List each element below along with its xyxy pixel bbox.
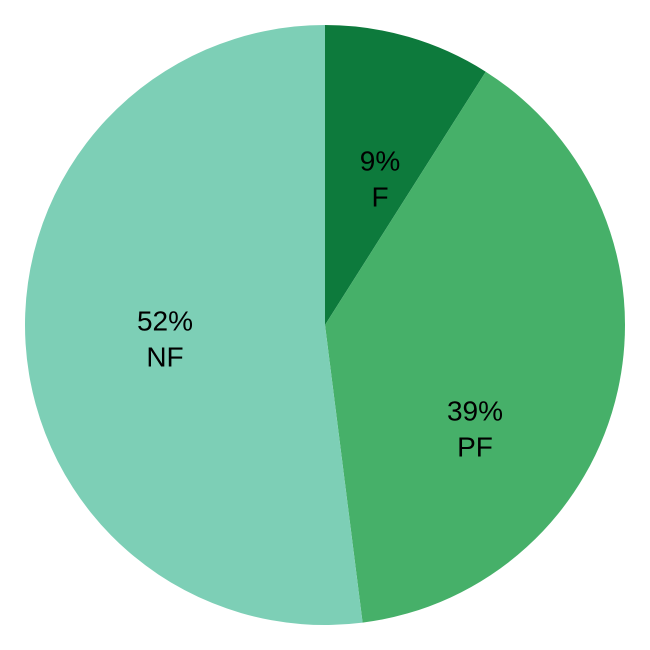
pie-chart: 9%F39%PF52%NF [0,0,650,650]
pie-slice-nf [25,25,363,625]
pie-chart-svg [0,0,650,650]
